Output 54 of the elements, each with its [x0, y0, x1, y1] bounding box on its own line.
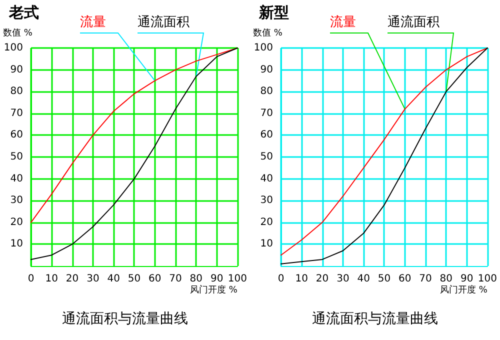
y-tick-label: 40	[260, 173, 273, 184]
y-tick-label: 30	[10, 195, 23, 206]
y-tick-label: 90	[10, 64, 23, 76]
x-tick-label: 50	[128, 274, 141, 284]
y-tick-label: 70	[260, 108, 273, 119]
y-axis-title: 数值 %	[253, 28, 283, 38]
x-tick-label: 90	[210, 274, 224, 284]
x-tick-label: 90	[460, 274, 474, 284]
x-tick-label: 60	[148, 274, 162, 284]
x-tick-label: 50	[378, 274, 391, 284]
x-tick-label: 30	[86, 274, 100, 284]
y-tick-label: 90	[260, 64, 273, 76]
text: 通流面积	[138, 14, 190, 30]
text: 通流面积与流量曲线	[312, 311, 438, 327]
x-tick-label: 80	[190, 274, 203, 284]
y-tick-label: 10	[10, 238, 23, 250]
x-axis-title: 风门开度 %	[190, 284, 238, 296]
chart-title: 老式	[8, 4, 39, 22]
x-tick-label: 10	[295, 274, 308, 284]
y-tick-label: 10	[260, 238, 273, 250]
x-tick-label: 80	[440, 274, 453, 284]
y-tick-label: 20	[10, 216, 23, 228]
x-tick-label: 20	[66, 274, 79, 284]
y-tick-label: 20	[260, 216, 273, 228]
y-axis-title: 数值 %	[3, 28, 33, 38]
x-tick-label: 40	[107, 274, 120, 284]
y-tick-label: 60	[10, 130, 23, 141]
y-tick-label: 50	[260, 152, 273, 162]
y-tick-label: 80	[260, 86, 273, 98]
x-tick-label: 0	[28, 274, 34, 284]
y-tick-label: 70	[10, 108, 23, 119]
x-tick-label: 70	[419, 274, 432, 284]
x-tick-label: 30	[336, 274, 350, 284]
text: 流量	[330, 14, 356, 30]
x-tick-label: 40	[357, 274, 370, 284]
chart-title: 新型	[258, 4, 289, 22]
text: 流量	[80, 14, 106, 30]
y-tick-label: 100	[4, 42, 23, 54]
x-tick-label: 20	[316, 274, 329, 284]
text: 通流面积与流量曲线	[62, 311, 188, 327]
y-tick-label: 40	[10, 173, 23, 184]
y-tick-label: 50	[10, 152, 23, 162]
x-axis-title: 风门开度 %	[440, 284, 488, 296]
x-tick-label: 60	[398, 274, 412, 284]
x-tick-label: 100	[478, 274, 498, 284]
y-tick-label: 30	[260, 195, 273, 206]
x-tick-label: 0	[278, 274, 284, 284]
x-tick-label: 10	[45, 274, 58, 284]
text: 通流面积	[388, 14, 440, 30]
y-tick-label: 80	[10, 86, 23, 98]
x-tick-label: 100	[228, 274, 248, 284]
y-tick-label: 100	[254, 42, 273, 54]
x-tick-label: 70	[169, 274, 182, 284]
y-tick-label: 60	[260, 130, 273, 141]
